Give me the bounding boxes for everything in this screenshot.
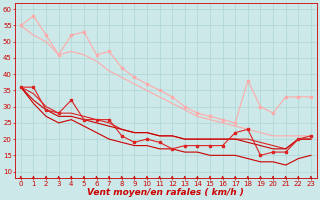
X-axis label: Vent moyen/en rafales ( km/h ): Vent moyen/en rafales ( km/h ) [87, 188, 244, 197]
